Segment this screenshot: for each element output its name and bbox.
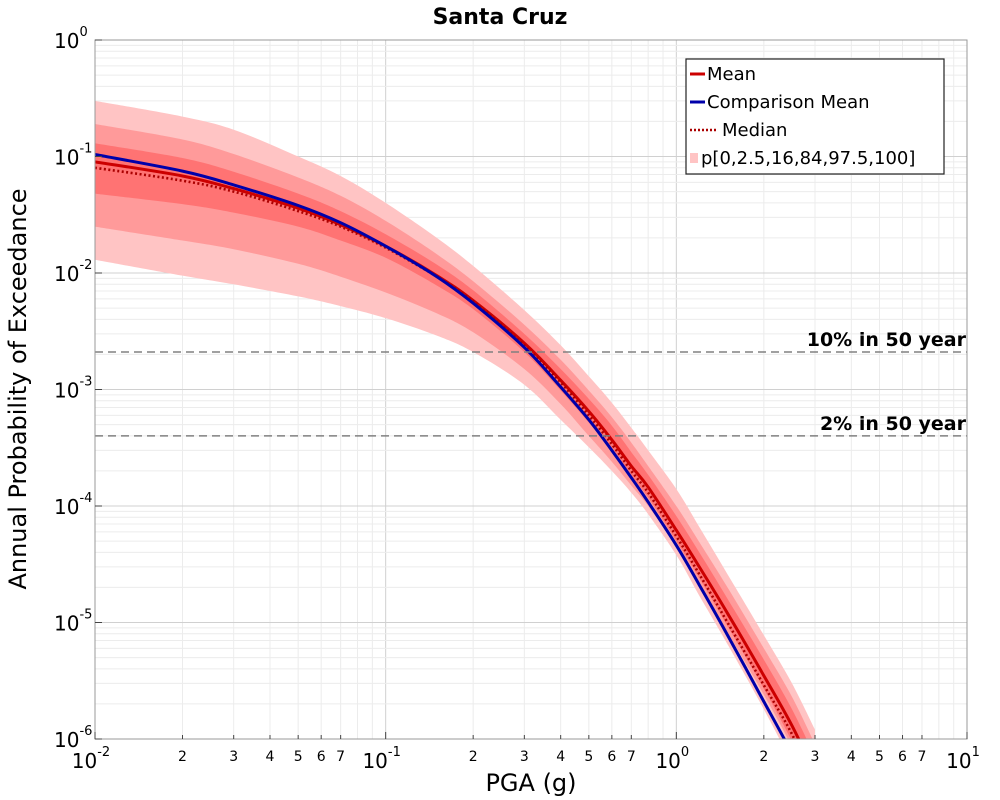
y-tick-label: 10-5 xyxy=(54,608,92,636)
x-minor-tick-label: 3 xyxy=(229,749,238,765)
x-minor-tick-label: 3 xyxy=(811,749,820,765)
series-line-comparison-mean xyxy=(95,153,787,739)
x-tick-label: 100 xyxy=(655,745,689,773)
y-tick-label: 100 xyxy=(54,25,88,53)
x-minor-tick-label: 2 xyxy=(178,749,187,765)
y-tick-label: 10-1 xyxy=(54,142,92,170)
x-minor-tick-label: 7 xyxy=(627,749,636,765)
x-minor-tick-label: 4 xyxy=(847,749,856,765)
x-minor-tick-label: 7 xyxy=(336,749,345,765)
x-minor-tick-label: 5 xyxy=(875,749,884,765)
x-minor-tick-label: 3 xyxy=(520,749,529,765)
y-tick-label: 10-2 xyxy=(54,258,92,286)
legend-swatch-bands xyxy=(690,153,698,163)
legend-label-bands: p[0,2.5,16,84,97.5,100] xyxy=(701,148,915,169)
y-axis-label: Annual Probability of Exceedance xyxy=(4,188,32,589)
legend: Mean Comparison Mean Median p[0,2.5,16,8… xyxy=(685,58,945,175)
legend-label-mean: Mean xyxy=(707,64,756,85)
legend-label-comparison-mean: Comparison Mean xyxy=(707,92,870,113)
x-minor-tick-label: 5 xyxy=(584,749,593,765)
x-minor-tick-label: 4 xyxy=(556,749,565,765)
y-tick-label: 10-6 xyxy=(54,724,92,752)
x-tick-label: 101 xyxy=(946,745,980,773)
chart-title: Santa Cruz xyxy=(433,5,568,30)
series-lines xyxy=(95,153,801,739)
reference-lines: 10% in 50 year 2% in 50 year xyxy=(95,329,967,437)
percentile-bands xyxy=(95,100,815,739)
x-minor-tick-label: 6 xyxy=(607,749,616,765)
series-line-median xyxy=(95,166,796,739)
reference-line-label: 2% in 50 year xyxy=(820,413,967,435)
x-axis-label: PGA (g) xyxy=(485,769,576,797)
series-line-mean xyxy=(95,160,801,739)
x-minor-tick-label: 6 xyxy=(317,749,326,765)
x-minor-tick-label: 5 xyxy=(294,749,303,765)
x-minor-tick-label: 4 xyxy=(266,749,275,765)
x-minor-tick-label: 7 xyxy=(918,749,927,765)
y-tick-label: 10-4 xyxy=(54,491,92,519)
y-tick-label: 10-3 xyxy=(54,375,92,403)
x-minor-tick-label: 2 xyxy=(759,749,768,765)
band-p0-p100 xyxy=(95,100,815,739)
reference-line-label: 10% in 50 year xyxy=(807,329,967,351)
legend-label-median: Median xyxy=(722,120,787,141)
x-tick-label: 10-2 xyxy=(72,745,110,773)
x-minor-tick-label: 2 xyxy=(469,749,478,765)
x-minor-tick-label: 6 xyxy=(898,749,907,765)
x-tick-label: 10-1 xyxy=(362,745,400,773)
legend-box xyxy=(685,58,945,175)
